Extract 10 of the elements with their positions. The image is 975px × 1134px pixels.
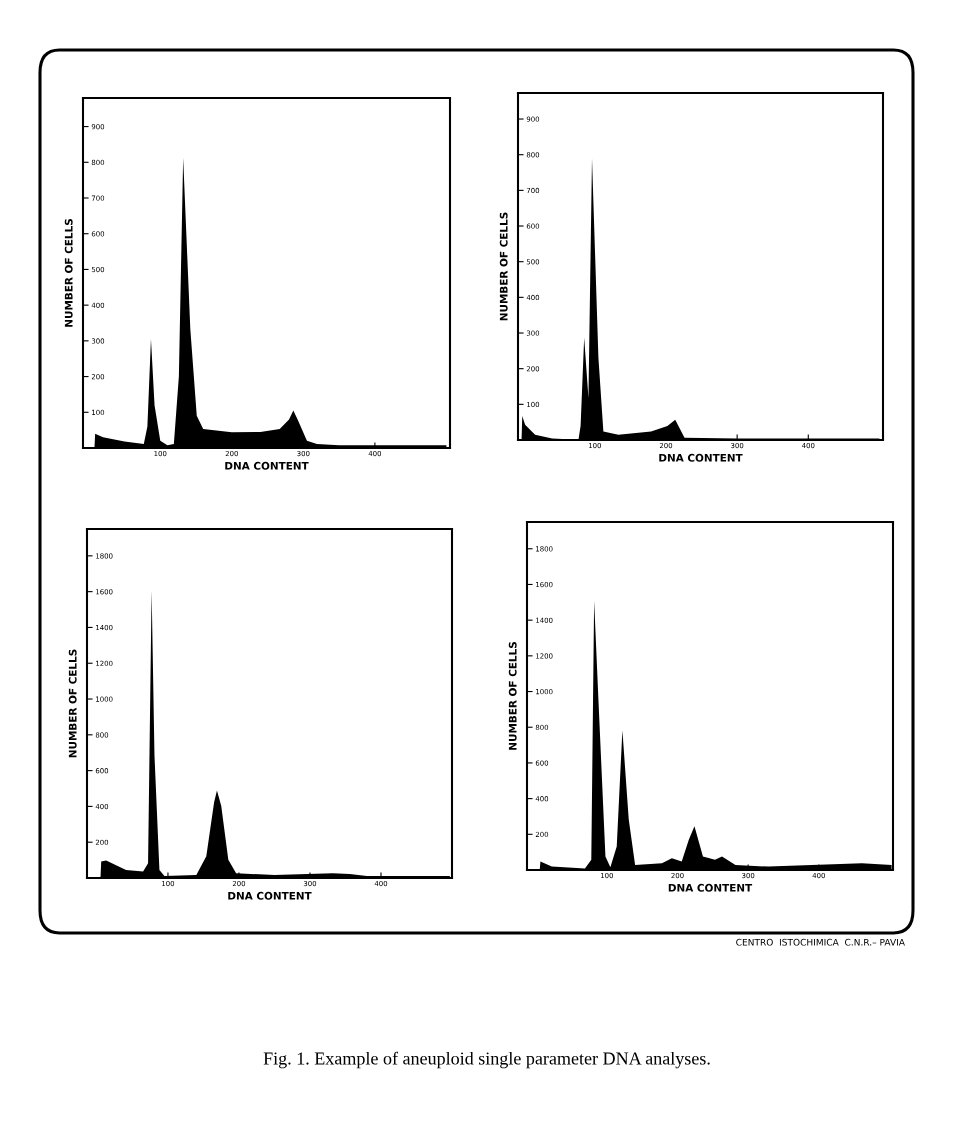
y-axis-title: NUMBER OF CELLS xyxy=(499,212,508,321)
x-axis-title: DNA CONTENT xyxy=(225,461,309,470)
caption: Fig. 1. Example of aneuploid single parameter DNA analyses. xyxy=(263,1051,710,1069)
x-axis-title: DNA CONTENT xyxy=(668,883,753,892)
x-axis-title: DNA CONTENT xyxy=(659,453,743,462)
y-axis-title: NUMBER OF CELLS xyxy=(508,642,517,750)
x-axis-title: DNA CONTENT xyxy=(228,891,312,900)
y-axis-title: NUMBER OF CELLS xyxy=(64,219,73,327)
text: CENTRO ISTOCHIMICA C.N.R.– PAVIA xyxy=(736,938,905,946)
y-axis-title: NUMBER OF CELLS xyxy=(68,649,77,758)
